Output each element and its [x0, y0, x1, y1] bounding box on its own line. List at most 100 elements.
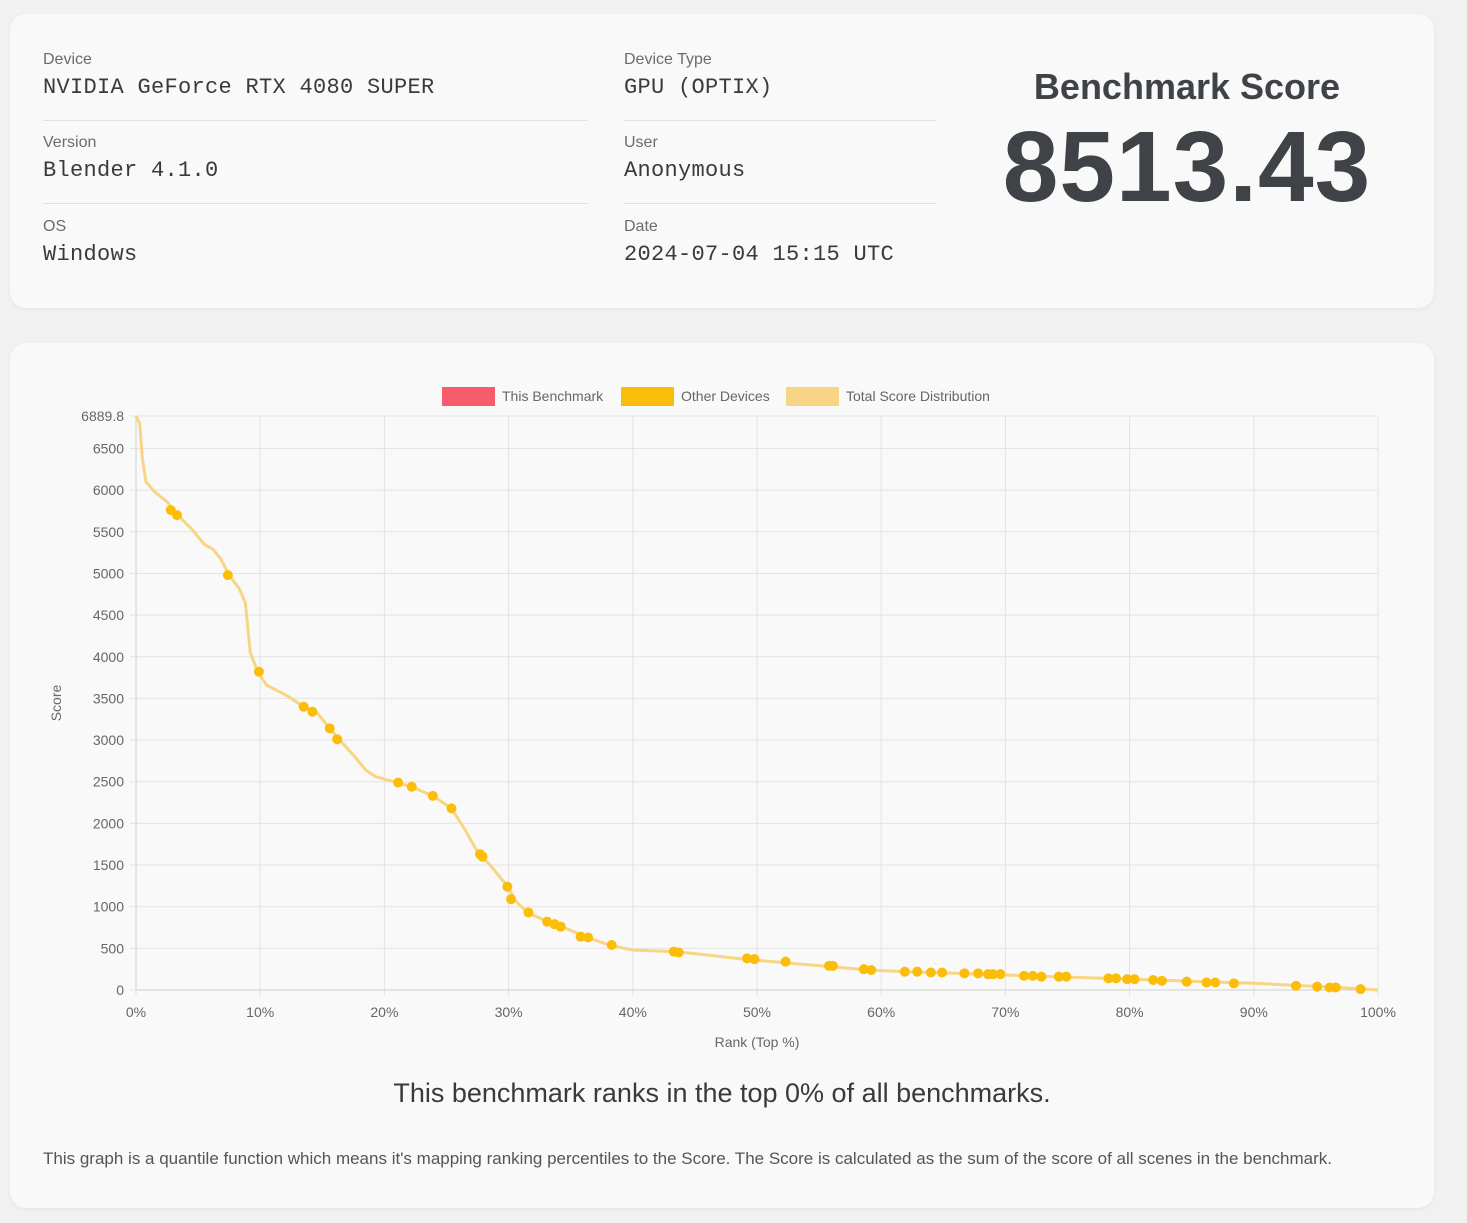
other-device-point[interactable]	[1061, 971, 1072, 982]
other-device-point[interactable]	[899, 966, 910, 977]
other-device-point[interactable]	[171, 510, 182, 521]
x-tick-label: 20%	[370, 1004, 398, 1020]
x-tick-label: 0%	[126, 1004, 146, 1020]
other-device-point[interactable]	[973, 968, 984, 979]
other-device-point[interactable]	[987, 969, 998, 980]
other-device-point[interactable]	[427, 790, 438, 801]
other-device-point[interactable]	[995, 969, 1006, 980]
other-device-point[interactable]	[332, 734, 343, 745]
score-title: Benchmark Score	[1033, 66, 1341, 107]
other-device-point[interactable]	[583, 932, 594, 943]
other-device-point[interactable]	[1122, 974, 1133, 985]
other-device-point[interactable]	[1330, 982, 1341, 993]
divider	[624, 203, 936, 204]
other-device-point[interactable]	[446, 803, 457, 814]
y-tick-label: 4000	[93, 649, 124, 665]
other-device-point[interactable]	[1027, 970, 1038, 981]
y-tick-label: 500	[101, 940, 125, 956]
other-device-point[interactable]	[324, 723, 335, 734]
x-tick-label: 60%	[867, 1004, 895, 1020]
y-tick-label: 1500	[93, 857, 124, 873]
other-device-point[interactable]	[1156, 975, 1167, 986]
y-tick-label: 1000	[93, 899, 124, 915]
date-label: Date	[624, 218, 658, 235]
other-device-point[interactable]	[606, 940, 617, 951]
y-tick-label: 5000	[93, 565, 124, 581]
y-tick-label: 2000	[93, 815, 124, 831]
other-device-point[interactable]	[937, 967, 948, 978]
other-device-point[interactable]	[1019, 970, 1030, 981]
other-device-point[interactable]	[912, 966, 923, 977]
divider	[43, 203, 588, 204]
other-device-point[interactable]	[523, 907, 534, 918]
other-device-point[interactable]	[1148, 975, 1159, 986]
info-card: Device NVIDIA GeForce RTX 4080 SUPER Ver…	[10, 14, 1434, 308]
other-device-point[interactable]	[477, 851, 488, 862]
other-device-point[interactable]	[307, 706, 318, 717]
os-value: Windows	[43, 242, 138, 267]
legend-label: This Benchmark	[502, 388, 604, 404]
quantile-chart: 0% 10% 20% 30% 40% 50% 60% 70% 80% 90% 100% 6889.8 6…	[48, 387, 1396, 1050]
other-device-point[interactable]	[1201, 977, 1212, 988]
version-field: Version Blender 4.1.0	[43, 134, 219, 183]
other-device-point[interactable]	[298, 701, 309, 712]
other-device-point[interactable]	[1181, 976, 1192, 987]
other-device-point[interactable]	[742, 953, 753, 964]
version-value: Blender 4.1.0	[43, 158, 219, 183]
device-field: Device NVIDIA GeForce RTX 4080 SUPER	[43, 51, 435, 100]
user-field: User Anonymous	[624, 134, 746, 183]
other-device-point[interactable]	[858, 964, 869, 975]
device-type-field: Device Type GPU (OPTIX)	[624, 51, 773, 100]
other-device-point[interactable]	[925, 967, 936, 978]
y-tick-label: 2500	[93, 774, 124, 790]
y-tick-label: 6889.8	[81, 408, 124, 424]
chart-footnote: This graph is a quantile function which …	[43, 1149, 1333, 1168]
y-tick-label: 4500	[93, 607, 124, 623]
other-device-point[interactable]	[959, 968, 970, 979]
other-device-point[interactable]	[1053, 971, 1064, 982]
other-device-point[interactable]	[393, 777, 404, 788]
y-tick-label: 3000	[93, 732, 124, 748]
other-device-point[interactable]	[253, 666, 264, 677]
device-label: Device	[43, 51, 92, 68]
other-device-point[interactable]	[1129, 974, 1140, 985]
other-device-point[interactable]	[575, 931, 586, 942]
other-device-point[interactable]	[780, 956, 791, 967]
y-tick-label: 6500	[93, 440, 124, 456]
x-tick-label: 30%	[495, 1004, 523, 1020]
os-label: OS	[43, 218, 67, 235]
legend-swatch	[621, 387, 674, 406]
y-tick-label: 5500	[93, 524, 124, 540]
other-device-point[interactable]	[1291, 980, 1302, 991]
other-device-point[interactable]	[555, 921, 566, 932]
x-tick-label: 100%	[1360, 1004, 1396, 1020]
x-tick-label: 40%	[619, 1004, 647, 1020]
other-device-point[interactable]	[502, 881, 513, 892]
user-label: User	[624, 134, 658, 151]
other-device-point[interactable]	[1355, 984, 1366, 995]
x-tick-label: 80%	[1116, 1004, 1144, 1020]
rank-summary: This benchmark ranks in the top 0% of al…	[393, 1078, 1051, 1108]
y-tick-label: 6000	[93, 482, 124, 498]
date-value: 2024-07-04 15:15 UTC	[624, 242, 895, 267]
x-tick-label: 70%	[991, 1004, 1019, 1020]
other-device-point[interactable]	[1312, 981, 1323, 992]
other-device-point[interactable]	[506, 894, 517, 905]
other-device-point[interactable]	[1110, 973, 1121, 984]
x-tick-label: 90%	[1240, 1004, 1268, 1020]
x-tick-label: 10%	[246, 1004, 274, 1020]
other-device-point[interactable]	[866, 965, 877, 976]
other-device-point[interactable]	[1210, 977, 1221, 988]
other-device-point[interactable]	[222, 570, 233, 581]
legend-label: Total Score Distribution	[846, 388, 990, 404]
chart-card: 0% 10% 20% 30% 40% 50% 60% 70% 80% 90% 100% 6889.8 6…	[10, 343, 1434, 1208]
other-device-point[interactable]	[1036, 971, 1047, 982]
y-tick-label: 0	[116, 982, 124, 998]
other-device-point[interactable]	[1228, 978, 1239, 989]
other-device-point[interactable]	[673, 947, 684, 958]
x-axis-title: Rank (Top %)	[715, 1034, 800, 1050]
other-device-point[interactable]	[827, 960, 838, 971]
other-device-point[interactable]	[406, 781, 417, 792]
other-device-point[interactable]	[1103, 973, 1114, 984]
other-device-point[interactable]	[749, 954, 760, 965]
